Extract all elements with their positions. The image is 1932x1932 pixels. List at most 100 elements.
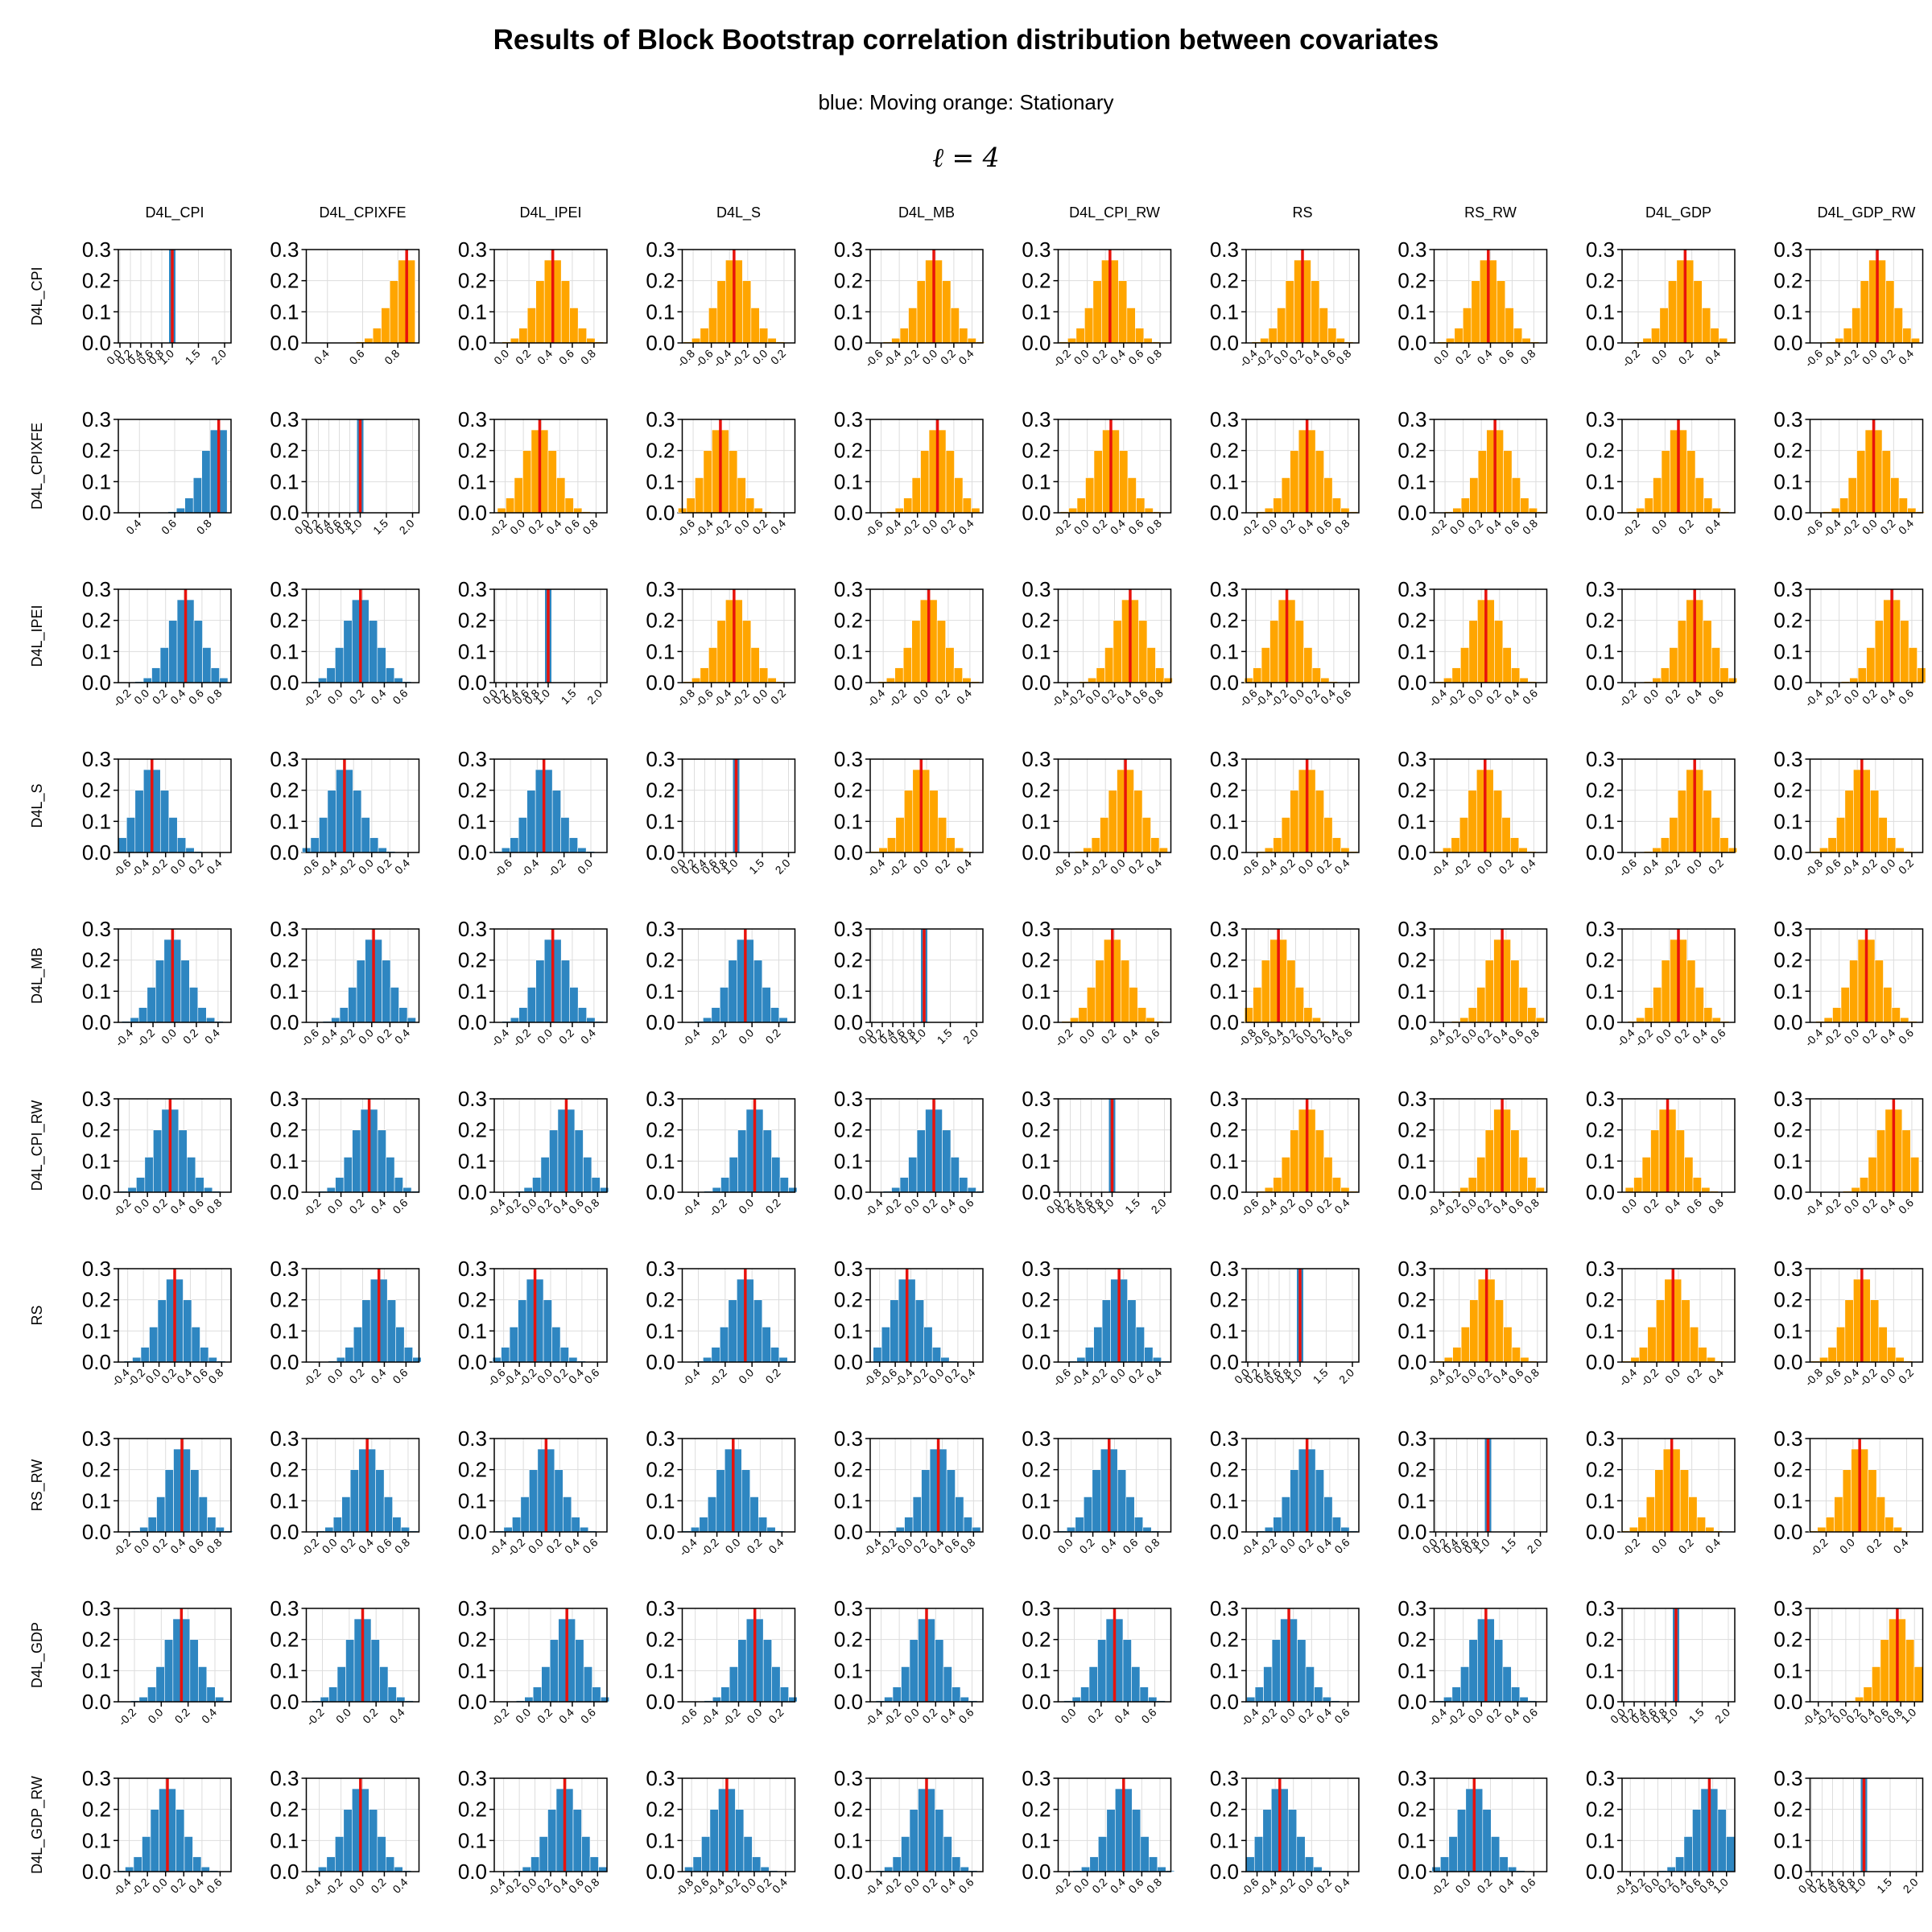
histogram-bar <box>569 308 579 344</box>
histogram-bar <box>164 1469 174 1533</box>
histogram-bar <box>1719 837 1729 853</box>
histogram-bar <box>1075 328 1085 344</box>
panel-D4L_CPI-RS_RW: 0.00.10.20.30.0 0.2 0.4 0.6 0.8 <box>1397 237 1548 367</box>
y-tick-label: 0.2 <box>82 1798 111 1822</box>
y-tick-label: 0.3 <box>834 917 863 941</box>
histogram-bar <box>155 960 165 1023</box>
y-tick-label: 0.3 <box>270 747 299 771</box>
column-label-D4L_CPI_RW: D4L_CPI_RW <box>1069 204 1160 221</box>
histogram-bar <box>1876 1129 1886 1193</box>
histogram-bar <box>549 1129 559 1193</box>
histogram-bar <box>703 450 712 514</box>
y-tick-label: 0.1 <box>1397 469 1426 493</box>
y-tick-label: 0.3 <box>1210 1766 1239 1790</box>
y-tick-label: 0.2 <box>1397 778 1426 803</box>
panel-D4L_CPI_RW-D4L_S: 0.00.10.20.3-0.4 -0.2 0.0 0.2 <box>646 1087 798 1219</box>
y-tick-label: 0.3 <box>458 407 487 431</box>
row-label-D4L_GDP_RW: D4L_GDP_RW <box>29 1776 46 1874</box>
histogram-bar <box>532 1177 542 1193</box>
panel-D4L_CPI_RW-D4L_CPI_RW: 0.00.10.20.30.00.20.40.60.81.0 1.5 2.0 <box>1022 1087 1172 1216</box>
histogram-bar <box>758 1517 768 1533</box>
histogram-bar <box>1851 1187 1860 1193</box>
y-tick-label: 0.1 <box>82 1149 111 1173</box>
x-tick-label: 0.6 <box>1141 1026 1162 1046</box>
x-tick-label: 1.5 <box>183 347 203 367</box>
y-tick-label: 0.2 <box>1397 1458 1426 1482</box>
histogram-bar <box>400 1526 410 1533</box>
y-tick-label: 0.3 <box>834 1766 863 1790</box>
panel-frame <box>1809 249 1924 344</box>
y-tick-label: 0.1 <box>270 809 299 833</box>
x-tick-label: -0.2 <box>1274 1876 1298 1899</box>
y-tick-label: 0.1 <box>1773 1828 1802 1852</box>
x-tick-label: -0.2 <box>335 1026 358 1050</box>
panel-D4L_GDP-D4L_CPI_RW: 0.00.10.20.30.0 0.2 0.4 0.6 <box>1022 1596 1172 1726</box>
histogram-bar <box>895 817 905 853</box>
histogram-bar <box>760 1866 770 1872</box>
x-tick-label: -0.2 <box>505 1536 528 1559</box>
panel-frame <box>1057 249 1172 344</box>
panel-D4L_CPIXFE-D4L_CPI: 0.00.10.20.30.4 0.6 0.8 <box>82 407 232 537</box>
x-tick-label: 0.2 <box>1671 1026 1691 1046</box>
y-tick-label: 0.2 <box>646 1458 675 1482</box>
x-tick-label: 0.0 <box>1278 1536 1298 1556</box>
x-tick-label: 0.4 <box>186 1876 206 1896</box>
x-tick-label: 0.6 <box>186 1536 206 1556</box>
histogram-bar <box>1519 1696 1529 1703</box>
y-tick-label: 0.2 <box>270 609 299 633</box>
x-tick-label: -0.2 <box>1633 1026 1656 1050</box>
y-tick-label: 0.1 <box>270 1319 299 1343</box>
histogram-bar <box>1520 497 1530 514</box>
y-tick-label: 0.2 <box>1773 439 1802 463</box>
histogram-bar <box>890 1299 899 1363</box>
y-tick-label: 0.0 <box>1773 1180 1802 1204</box>
y-tick-label: 0.2 <box>458 1288 487 1312</box>
x-tick-label: 0.4 <box>768 517 788 537</box>
x-tick-label: 0.2 <box>1295 1536 1315 1556</box>
y-tick-label: 0.2 <box>458 1798 487 1822</box>
x-tick-label: 0.0 <box>325 1196 345 1216</box>
histogram-bar <box>1133 790 1143 853</box>
histogram-bar <box>1459 1187 1469 1193</box>
x-tick-label: -0.2 <box>1428 1876 1451 1899</box>
y-tick-label: 0.1 <box>458 1658 487 1682</box>
x-tick-label: -0.2 <box>303 1706 327 1729</box>
histogram-bar <box>767 677 777 683</box>
panel-D4L_CPI-D4L_MB: 0.00.10.20.3-0.6-0.4-0.20.00.20.4 <box>834 237 985 369</box>
histogram-bar <box>522 1866 531 1872</box>
histogram-bar <box>1907 507 1917 514</box>
histogram-bar <box>750 647 760 683</box>
x-tick-label: 0.8 <box>392 1536 412 1556</box>
histogram-bar <box>1496 280 1506 344</box>
x-tick-label: 0.2 <box>150 1536 170 1556</box>
histogram-bar <box>1686 960 1696 1023</box>
y-tick-label: 0.2 <box>1773 269 1802 293</box>
histogram-bar <box>749 1496 759 1533</box>
histogram-bar <box>690 1526 700 1533</box>
x-tick-label: 0.8 <box>1521 1196 1542 1216</box>
histogram-bar <box>955 1496 964 1533</box>
row-label-D4L_IPEI: D4L_IPEI <box>29 605 46 667</box>
y-tick-label: 0.3 <box>1397 917 1426 941</box>
histogram-bar <box>1088 1666 1098 1703</box>
y-tick-label: 0.0 <box>1210 1180 1239 1204</box>
histogram-bar <box>1084 308 1094 344</box>
histogram-bar <box>1271 1639 1281 1703</box>
panel-D4L_CPI-D4L_CPI: 0.00.10.20.30.00.20.40.60.81.0 1.5 2.0 <box>82 237 232 367</box>
histogram-bar <box>945 647 955 683</box>
histogram-bar <box>207 1517 217 1533</box>
panel-D4L_S-D4L_MB: 0.00.10.20.3-0.4-0.2 0.0 0.2 0.4 <box>834 747 984 879</box>
x-tick-label: 0.6 <box>956 1196 976 1216</box>
histogram-bar <box>1887 837 1897 853</box>
y-tick-label: 0.0 <box>646 1180 675 1204</box>
y-tick-label: 0.1 <box>1397 639 1426 663</box>
histogram-bar <box>770 1007 780 1023</box>
histogram-bar <box>377 647 386 683</box>
panel-D4L_IPEI-D4L_GDP_RW: 0.00.10.20.3-0.4-0.20.00.20.40.6 <box>1773 577 1926 709</box>
panel-RS-D4L_GDP_RW: 0.00.10.20.3-0.8-0.6-0.4-0.20.00.2 <box>1773 1257 1924 1389</box>
panel-D4L_S-RS_RW: 0.00.10.20.3-0.4-0.2 0.0 0.2 0.4 <box>1397 747 1548 879</box>
histogram-bar <box>1122 1639 1132 1703</box>
histogram-bar <box>1501 817 1511 853</box>
y-tick-label: 0.1 <box>1397 809 1426 833</box>
y-tick-label: 0.1 <box>458 299 487 324</box>
